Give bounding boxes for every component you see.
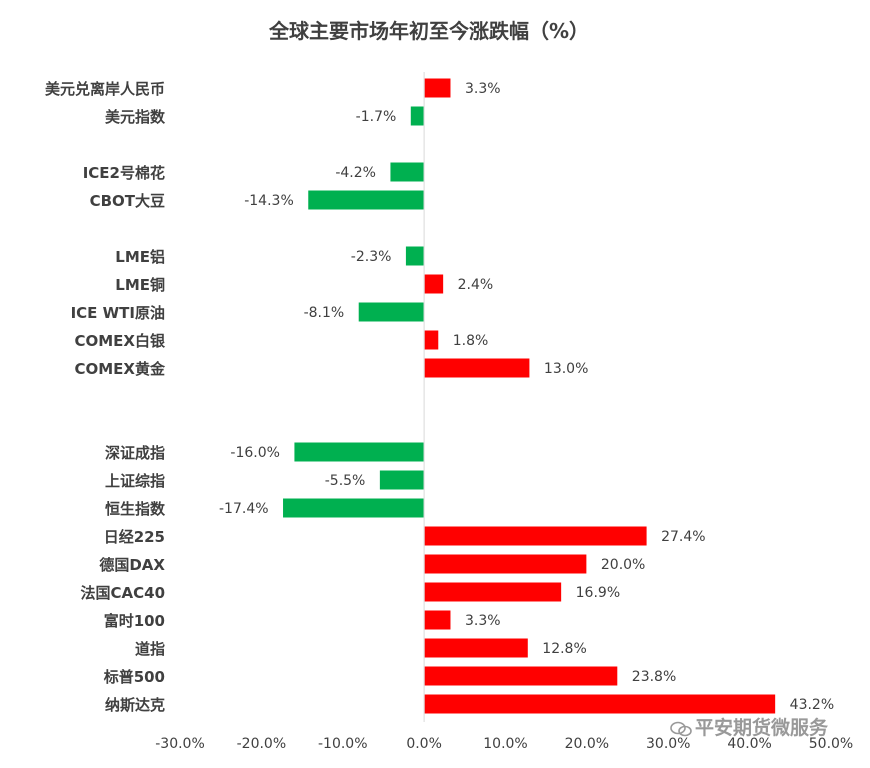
data-label: 23.8%: [632, 669, 676, 685]
bar: [423, 525, 648, 547]
data-label: 43.2%: [790, 697, 834, 713]
data-label: 13.0%: [544, 361, 588, 377]
bar: [378, 469, 425, 491]
bar: [293, 441, 425, 463]
data-label: -5.5%: [325, 473, 366, 489]
category-label: LME铜: [115, 276, 165, 294]
category-label: 道指: [135, 640, 165, 658]
watermark: 平安期货微服务: [670, 713, 828, 740]
category-label: 上证综指: [105, 472, 165, 490]
category-label: 法国CAC40: [81, 584, 166, 602]
x-tick-label: 0.0%: [406, 736, 442, 752]
category-label: 恒生指数: [105, 500, 166, 518]
category-label: LME铝: [115, 248, 165, 266]
x-tick-label: -30.0%: [155, 736, 205, 752]
category-label: 美元指数: [105, 108, 166, 126]
bar: [423, 609, 452, 631]
bar: [282, 497, 425, 519]
x-tick-label: 40.0%: [727, 736, 771, 752]
data-label: 3.3%: [465, 81, 501, 97]
category-label: 深证成指: [105, 444, 165, 462]
x-tick-label: -10.0%: [318, 736, 368, 752]
data-label: -16.0%: [230, 445, 280, 461]
category-label: 美元兑离岸人民币: [45, 80, 165, 98]
data-label: -2.3%: [351, 249, 392, 265]
data-label: -4.2%: [335, 165, 376, 181]
data-label: 1.8%: [453, 333, 489, 349]
bar: [404, 245, 425, 267]
data-label: -14.3%: [244, 193, 294, 209]
bar: [357, 301, 425, 323]
bar: [423, 693, 777, 715]
bar: [389, 161, 425, 183]
category-label: 日经225: [104, 528, 165, 546]
bar: [409, 105, 425, 127]
bar: [423, 77, 452, 99]
data-label: -8.1%: [304, 305, 345, 321]
category-label: CBOT大豆: [90, 192, 165, 210]
bar: [423, 357, 531, 379]
category-label: 纳斯达克: [105, 696, 165, 714]
data-label: 20.0%: [601, 557, 645, 573]
category-label: ICE WTI原油: [71, 304, 165, 322]
x-tick-label: 30.0%: [646, 736, 690, 752]
x-tick-label: 10.0%: [483, 736, 527, 752]
bar: [423, 553, 588, 575]
bar: [423, 665, 619, 687]
x-tick-label: 50.0%: [809, 736, 853, 752]
category-label: COMEX黄金: [75, 360, 166, 378]
data-label: 16.9%: [576, 585, 620, 601]
bar: [423, 273, 445, 295]
x-tick-label: 20.0%: [565, 736, 609, 752]
bar: [423, 637, 529, 659]
data-label: 2.4%: [458, 277, 494, 293]
data-label: -17.4%: [219, 501, 269, 517]
category-label: COMEX白银: [75, 332, 166, 350]
data-label: 3.3%: [465, 613, 501, 629]
category-label: 标普500: [103, 668, 165, 686]
chart-title: 全球主要市场年初至今涨跌幅（%）: [268, 19, 589, 43]
watermark-text: 平安期货微服务: [695, 717, 829, 739]
category-label: 富时100: [104, 612, 165, 630]
x-tick-label: -20.0%: [237, 736, 287, 752]
x-axis-ticks: -30.0% -20.0% -10.0% 0.0% 10.0% 20.0% 30.0% 40.…: [155, 736, 853, 752]
data-label: -1.7%: [356, 109, 397, 125]
data-label: 27.4%: [661, 529, 705, 545]
bar: [307, 189, 425, 211]
bar: [423, 329, 440, 351]
bar: [423, 581, 563, 603]
data-labels-group: 3.3% -1.7% -4.2% -14.3% -2.3% 2.4% -8.1% 1.8% 13…: [219, 81, 834, 713]
category-label: ICE2号棉花: [83, 164, 165, 182]
wechat-icon: [670, 721, 692, 736]
category-label: 德国DAX: [99, 556, 165, 574]
data-label: 12.8%: [542, 641, 586, 657]
